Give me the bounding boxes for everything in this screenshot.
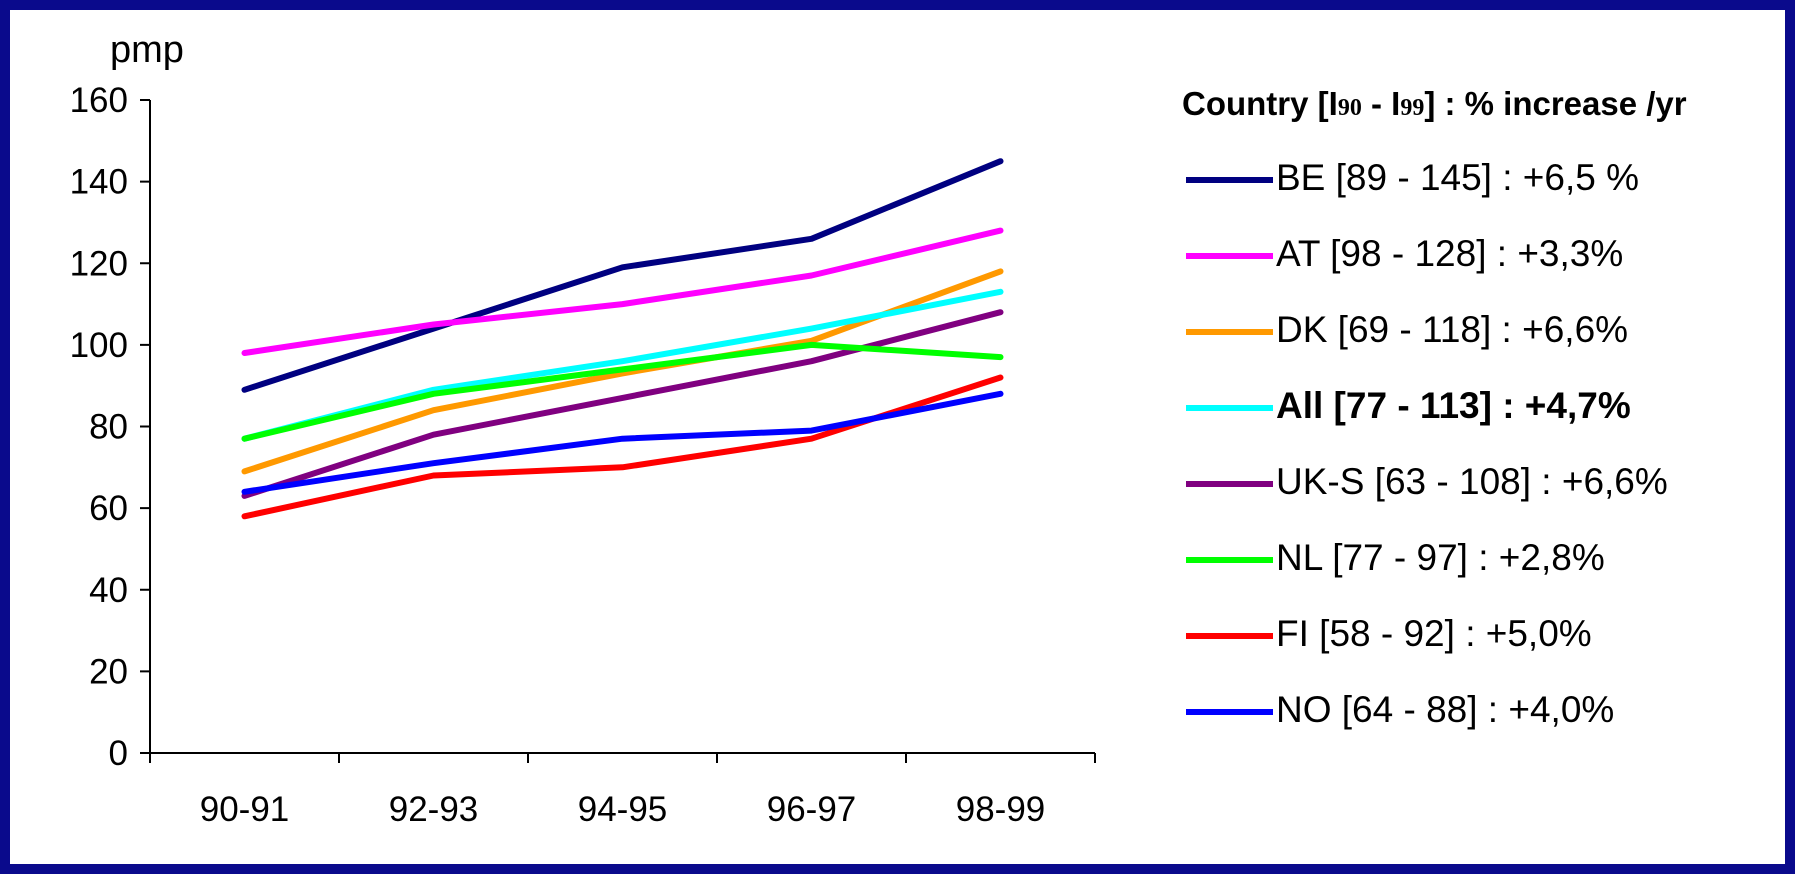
legend-label: FI [58 - 92] : +5,0% (1276, 613, 1592, 654)
legend-item: DK [69 - 118] : +6,6% (1172, 295, 1782, 371)
legend: Country [I90 - I99] : % increase /yr BE … (1172, 85, 1782, 751)
y-tick-label: 160 (70, 81, 128, 120)
x-tick-label: 92-93 (389, 790, 479, 829)
legend-item: AT [98 - 128] : +3,3% (1172, 219, 1782, 295)
legend-item: All [77 - 113] : +4,7% (1172, 371, 1782, 447)
line-chart: pmp 0 20 40 60 80 100 120 140 160 90-91 92-93 94-9… (70, 29, 1096, 829)
legend-swatch (1186, 405, 1273, 411)
x-tick-label: 98-99 (956, 790, 1046, 829)
legend-swatch (1186, 709, 1273, 715)
series-line (241, 341, 1004, 442)
series-line (241, 309, 1004, 499)
legend-item: NO [64 - 88] : +4,0% (1172, 675, 1782, 751)
legend-label: NL [77 - 97] : +2,8% (1276, 537, 1605, 578)
legend-title: Country [I90 - I99] : % increase /yr (1182, 85, 1782, 123)
legend-label: NO [64 - 88] : +4,0% (1276, 689, 1615, 730)
y-tick-label: 80 (89, 408, 128, 447)
legend-swatch (1186, 481, 1273, 487)
legend-title-prefix: Country [I (1182, 85, 1338, 122)
legend-item: UK-S [63 - 108] : +6,6% (1172, 447, 1782, 523)
y-tick-label: 100 (70, 326, 128, 365)
series-lines (241, 158, 1004, 520)
y-axis-label: pmp (110, 29, 184, 71)
x-tick-label: 96-97 (767, 790, 857, 829)
legend-label: All [77 - 113] : +4,7% (1276, 385, 1631, 426)
y-tick-label: 60 (89, 489, 128, 528)
legend-label: UK-S [63 - 108] : +6,6% (1276, 461, 1668, 502)
legend-item: NL [77 - 97] : +2,8% (1172, 523, 1782, 599)
x-axis-ticks: 90-91 92-93 94-95 96-97 98-99 (149, 753, 1096, 829)
y-tick-label: 0 (109, 734, 128, 773)
y-tick-label: 120 (70, 244, 128, 283)
y-tick-label: 20 (89, 652, 128, 691)
series-line (241, 227, 1004, 356)
legend-items: BE [89 - 145] : +6,5 % AT [98 - 128] : +3… (1172, 143, 1782, 751)
series-line (241, 158, 1004, 393)
legend-swatch (1186, 633, 1273, 639)
x-tick-label: 94-95 (578, 790, 668, 829)
legend-swatch (1186, 177, 1273, 183)
legend-item: BE [89 - 145] : +6,5 % (1172, 143, 1782, 219)
legend-label: BE [89 - 145] : +6,5 % (1276, 157, 1640, 198)
x-tick-label: 90-91 (200, 790, 290, 829)
y-tick-label: 40 (89, 571, 128, 610)
series-line (241, 390, 1004, 495)
legend-title-suffix: ] : % increase /yr (1424, 85, 1687, 122)
legend-label: AT [98 - 128] : +3,3% (1276, 233, 1624, 274)
legend-swatch (1186, 557, 1273, 563)
y-axis-ticks: 0 20 40 60 80 100 120 140 160 (70, 81, 150, 773)
y-tick-label: 140 (70, 163, 128, 202)
chart-frame: pmp 0 20 40 60 80 100 120 140 160 90-91 92-93 94-9… (10, 10, 1785, 864)
legend-label: DK [69 - 118] : +6,6% (1276, 309, 1629, 350)
legend-item: FI [58 - 92] : +5,0% (1172, 599, 1782, 675)
legend-title-sub-end: 99 (1400, 95, 1425, 121)
legend-title-sub-start: 90 (1337, 95, 1362, 121)
legend-title-middle: - I (1361, 85, 1401, 122)
legend-swatch (1186, 329, 1273, 335)
legend-swatch (1186, 253, 1273, 259)
